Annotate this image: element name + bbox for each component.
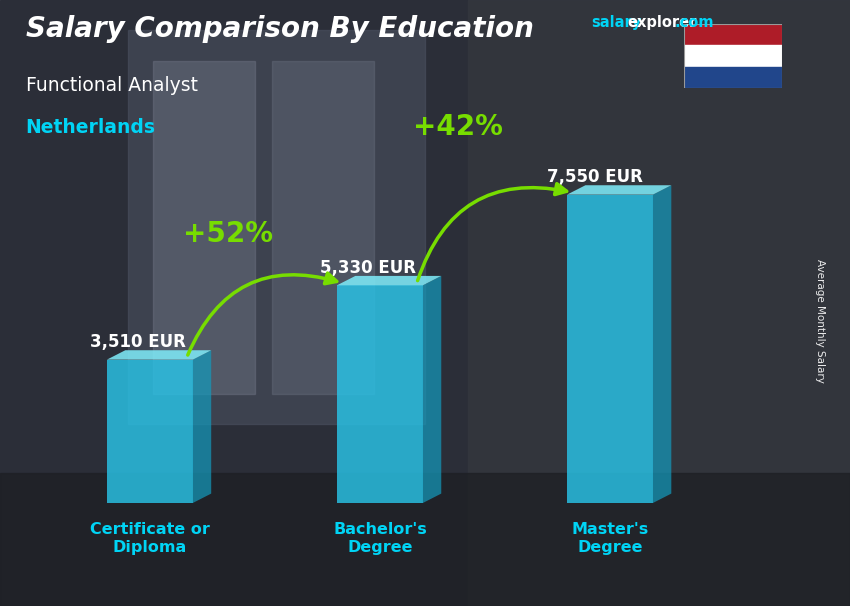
Text: +42%: +42% bbox=[413, 113, 503, 141]
Text: Netherlands: Netherlands bbox=[26, 118, 156, 137]
FancyBboxPatch shape bbox=[107, 359, 193, 503]
Text: Functional Analyst: Functional Analyst bbox=[26, 76, 197, 95]
Text: salary: salary bbox=[591, 15, 641, 30]
Text: Average Monthly Salary: Average Monthly Salary bbox=[815, 259, 825, 383]
Bar bbox=[684, 24, 782, 45]
Polygon shape bbox=[107, 350, 211, 359]
Text: 3,510 EUR: 3,510 EUR bbox=[89, 333, 185, 351]
Text: Salary Comparison By Education: Salary Comparison By Education bbox=[26, 15, 534, 43]
Bar bbox=[684, 45, 782, 67]
Text: +52%: +52% bbox=[183, 220, 273, 248]
Polygon shape bbox=[653, 185, 672, 503]
Text: .com: .com bbox=[674, 15, 713, 30]
Bar bbox=[128, 30, 425, 424]
Polygon shape bbox=[422, 276, 441, 503]
Text: 5,330 EUR: 5,330 EUR bbox=[320, 259, 416, 277]
Text: 7,550 EUR: 7,550 EUR bbox=[547, 168, 643, 187]
Bar bbox=[153, 61, 255, 394]
FancyBboxPatch shape bbox=[567, 195, 653, 503]
Polygon shape bbox=[567, 185, 672, 195]
FancyBboxPatch shape bbox=[337, 285, 422, 503]
Bar bbox=[468, 0, 850, 606]
Bar bbox=[684, 67, 782, 88]
Polygon shape bbox=[337, 276, 441, 285]
Text: explorer: explorer bbox=[627, 15, 697, 30]
Polygon shape bbox=[193, 350, 211, 503]
Bar bbox=[0, 473, 850, 606]
Bar bbox=[272, 61, 374, 394]
